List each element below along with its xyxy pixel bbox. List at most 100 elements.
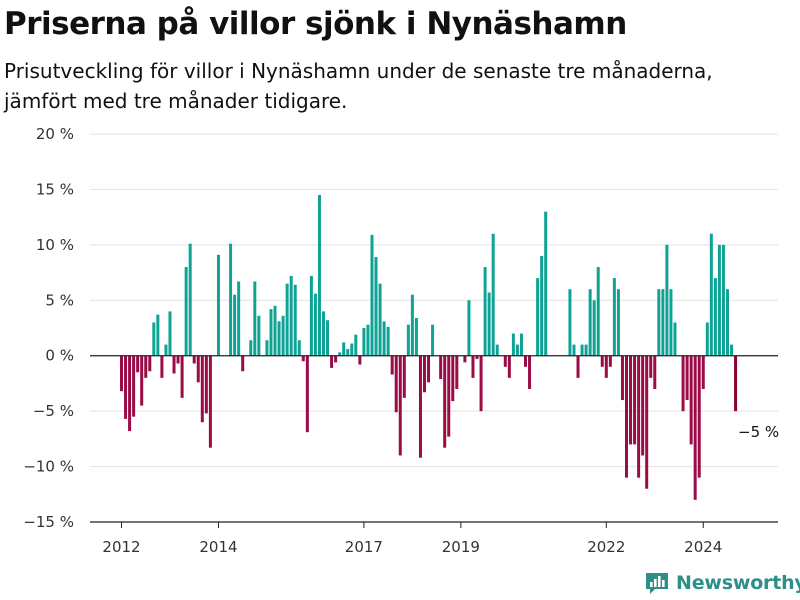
bar	[128, 355, 132, 432]
bar	[152, 322, 156, 356]
bar	[156, 314, 160, 356]
bar	[273, 305, 277, 356]
bar	[124, 355, 128, 419]
bar	[410, 294, 414, 356]
bar	[540, 255, 544, 356]
bar	[168, 311, 172, 356]
bar	[507, 355, 511, 378]
bar	[208, 355, 212, 448]
bar	[592, 300, 596, 356]
bar	[641, 355, 645, 456]
bar	[120, 355, 123, 392]
bar	[726, 289, 729, 356]
bar	[358, 355, 362, 365]
bar	[524, 355, 527, 367]
bar	[693, 355, 697, 500]
bar	[144, 355, 148, 378]
y-tick-label: 0 %	[45, 347, 74, 365]
bar	[293, 284, 297, 356]
bar	[241, 355, 245, 372]
bar	[136, 355, 140, 373]
bar	[588, 289, 592, 356]
y-tick-label: 15 %	[36, 180, 74, 198]
bar	[176, 355, 180, 364]
bar	[172, 355, 176, 374]
axes: −15 % −10 % −5 % 0 % 5 % 10 % 15 % 20 % 2012 2014…	[23, 125, 779, 556]
bar	[491, 233, 495, 356]
bar	[313, 293, 317, 356]
bar	[633, 355, 637, 445]
bar	[568, 289, 572, 356]
x-tick-label: 2017	[345, 538, 383, 556]
bar	[649, 355, 653, 378]
bar	[265, 340, 269, 356]
bar	[653, 355, 657, 389]
bar	[515, 344, 519, 356]
bar	[140, 355, 144, 406]
bar	[596, 267, 600, 356]
bar	[681, 355, 685, 412]
bar	[402, 355, 406, 398]
bar	[705, 322, 709, 356]
bar	[645, 355, 649, 489]
chart-subtitle: Prisutveckling för villor i Nynäshamn un…	[4, 56, 794, 116]
x-tick-label: 2019	[442, 538, 480, 556]
bar	[580, 344, 584, 356]
bars	[120, 194, 738, 500]
bar	[637, 355, 641, 478]
bar	[544, 211, 548, 356]
bar	[370, 234, 374, 356]
bar	[447, 355, 451, 437]
bar	[657, 289, 661, 356]
bar	[600, 355, 604, 367]
bar	[374, 257, 378, 356]
bar	[669, 289, 673, 356]
bar	[305, 355, 309, 433]
bar	[342, 342, 346, 356]
bar	[629, 355, 633, 445]
y-tick-label: −15 %	[23, 513, 74, 531]
bar	[322, 311, 325, 356]
bar	[160, 355, 164, 378]
bar	[350, 343, 354, 356]
bar	[233, 294, 237, 356]
bar	[164, 344, 168, 356]
bar	[249, 340, 253, 356]
bar	[487, 292, 491, 356]
bar	[717, 244, 721, 356]
bar	[685, 355, 689, 401]
bar	[317, 194, 321, 356]
bar	[148, 355, 152, 372]
bar	[362, 328, 366, 356]
newsworthy-logo-icon	[646, 573, 668, 594]
brand-logo: Newsworthy	[644, 570, 800, 596]
bar	[503, 355, 507, 367]
bar	[463, 355, 467, 363]
bar	[414, 318, 418, 356]
bar	[180, 355, 184, 398]
bar	[200, 355, 204, 423]
bar	[661, 289, 665, 356]
bar	[289, 275, 293, 356]
bar	[483, 267, 487, 356]
bar	[192, 355, 196, 364]
bar	[536, 278, 540, 356]
chart-title: Priserna på villor sjönk i Nynäshamn	[4, 6, 627, 42]
bar	[297, 340, 301, 356]
bar	[334, 355, 338, 363]
bar	[709, 233, 713, 356]
bar	[584, 344, 588, 356]
bar	[713, 278, 717, 356]
bar	[620, 355, 624, 401]
bar	[697, 355, 701, 478]
bar	[612, 278, 616, 356]
bar	[398, 355, 402, 456]
bar	[418, 355, 422, 458]
bar	[479, 355, 483, 412]
bar	[184, 267, 188, 356]
bar	[188, 243, 192, 356]
bar	[390, 355, 394, 375]
bar	[382, 321, 386, 356]
bar	[495, 344, 499, 356]
